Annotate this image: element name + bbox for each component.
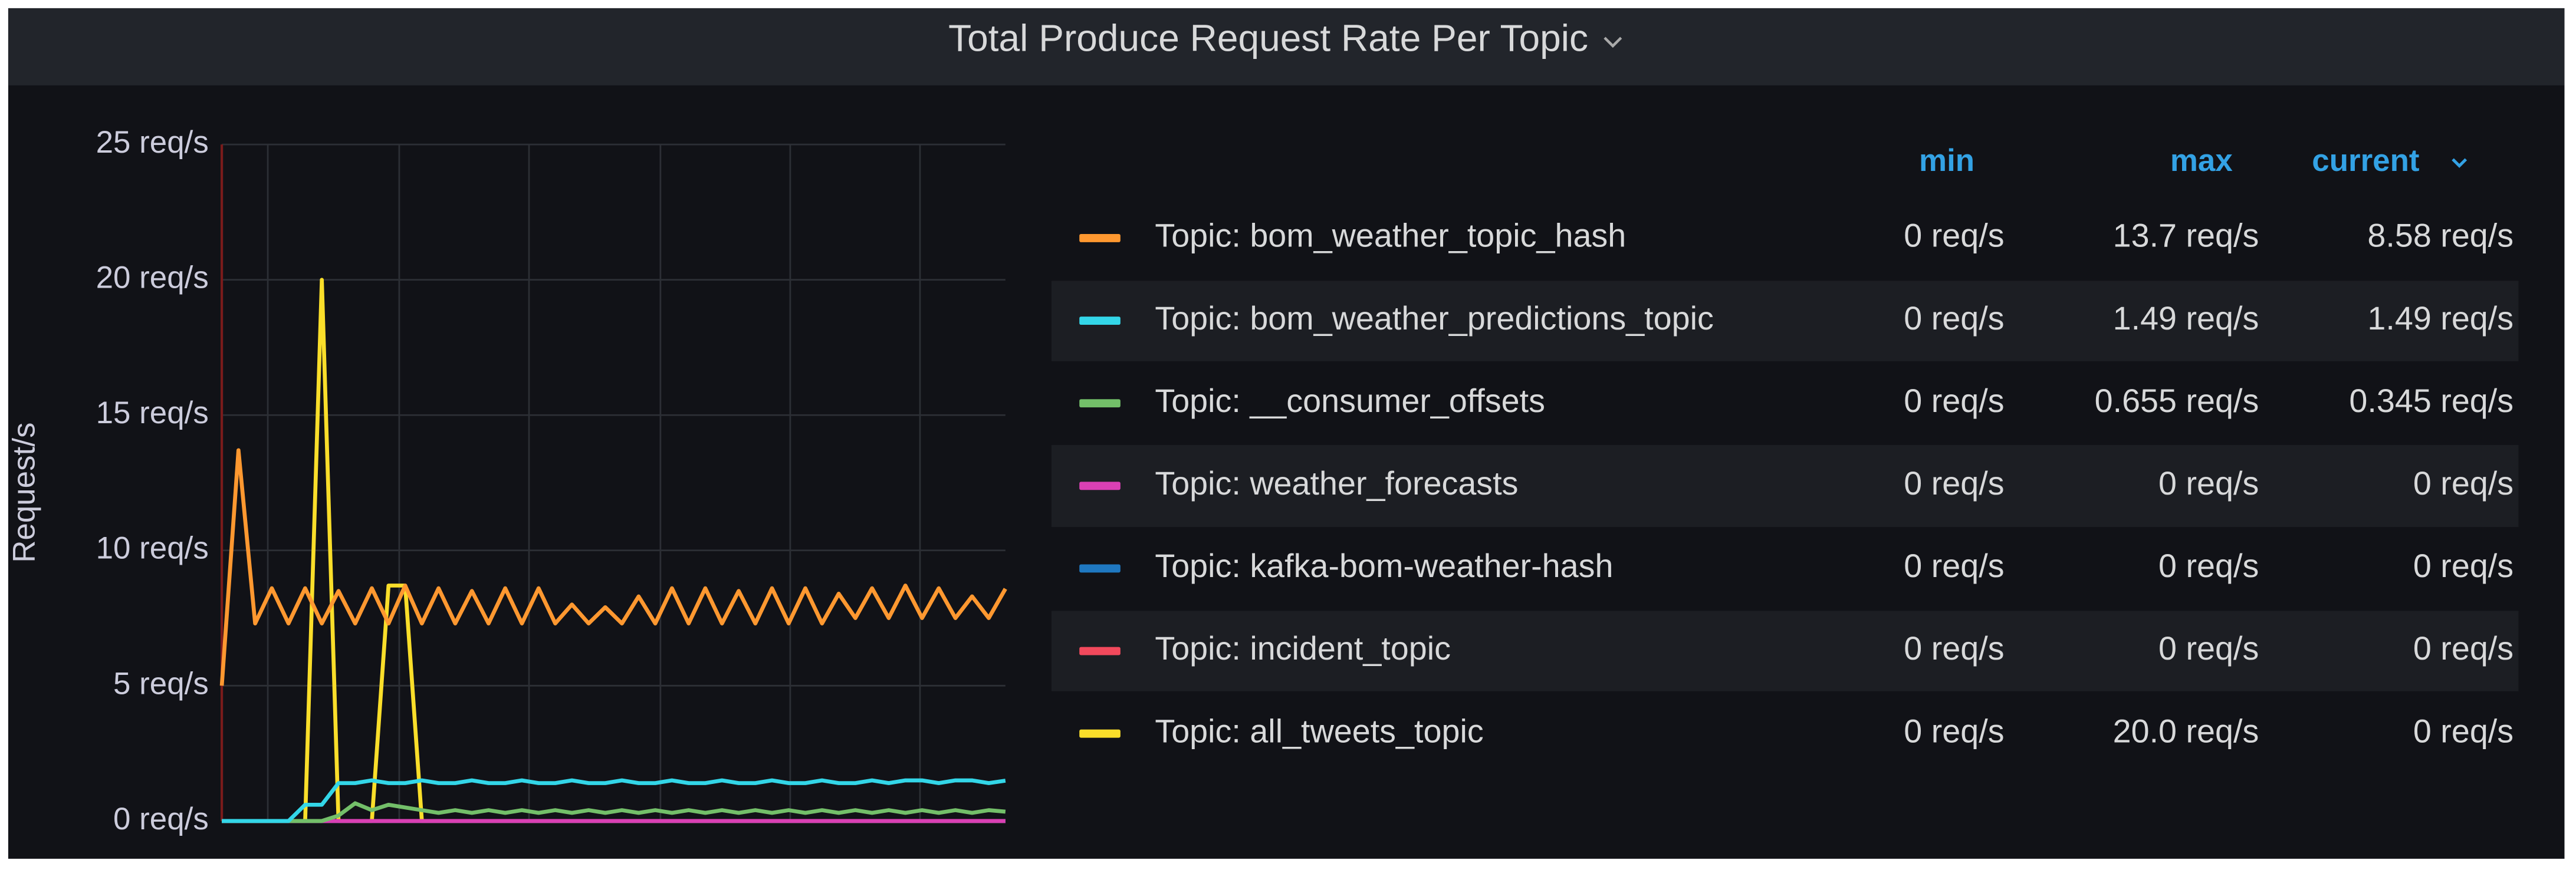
legend-row-band bbox=[1051, 281, 2519, 361]
legend-stat: 0 req/s bbox=[1904, 300, 2004, 337]
legend-stat: 0 req/s bbox=[2158, 548, 2259, 584]
legend-series-name[interactable]: Topic: bom_weather_predictions_topic bbox=[1155, 300, 1713, 337]
legend-series-name[interactable]: Topic: bom_weather_topic_hash bbox=[1155, 218, 1626, 254]
legend-stat: 0 req/s bbox=[2158, 630, 2259, 667]
y-tick-label: 15 req/s bbox=[96, 396, 209, 430]
legend-swatch[interactable] bbox=[1079, 647, 1121, 655]
legend-swatch[interactable] bbox=[1079, 317, 1121, 325]
legend-swatch[interactable] bbox=[1079, 399, 1121, 408]
legend-series-name[interactable]: Topic: all_tweets_topic bbox=[1155, 713, 1483, 749]
legend-stat: 0 req/s bbox=[2413, 713, 2513, 749]
legend-stat: 1.49 req/s bbox=[2367, 300, 2513, 337]
series-line bbox=[222, 801, 1006, 823]
legend-stat: 0.345 req/s bbox=[2349, 383, 2513, 419]
legend-stat: 0 req/s bbox=[1904, 630, 2004, 667]
panel-background bbox=[8, 8, 2565, 859]
legend-stat: 1.49 req/s bbox=[2113, 300, 2259, 337]
y-tick-label: 0 req/s bbox=[113, 802, 209, 836]
legend-column-header[interactable]: max bbox=[2170, 143, 2233, 178]
legend-row-band bbox=[1051, 611, 2519, 691]
legend-stat: 0 req/s bbox=[1904, 548, 2004, 584]
y-axis-label: Request/s bbox=[7, 423, 42, 563]
legend-stat: 8.58 req/s bbox=[2367, 218, 2513, 254]
legend-swatch[interactable] bbox=[1079, 482, 1121, 490]
legend-stat: 0 req/s bbox=[1904, 713, 2004, 749]
legend-stat: 13.7 req/s bbox=[2113, 218, 2259, 254]
panel-title[interactable]: Total Produce Request Rate Per Topic bbox=[948, 17, 1588, 60]
legend-stat: 0 req/s bbox=[2413, 548, 2513, 584]
y-tick-label: 25 req/s bbox=[96, 125, 209, 160]
series-line bbox=[222, 778, 1006, 823]
title-menu-icon[interactable] bbox=[1604, 37, 1622, 48]
legend-row-band bbox=[1051, 444, 2519, 528]
plot bbox=[219, 278, 1007, 823]
panel-header bbox=[8, 8, 2565, 85]
legend-series-name[interactable]: Topic: incident_topic bbox=[1155, 630, 1451, 667]
legend-series-name[interactable]: Topic: __consumer_offsets bbox=[1155, 383, 1545, 419]
legend-series-name[interactable]: Topic: weather_forecasts bbox=[1155, 465, 1518, 502]
legend-stat: 0 req/s bbox=[1904, 465, 2004, 502]
legend-column-header[interactable]: current bbox=[2312, 143, 2419, 178]
legend-stat: 0.655 req/s bbox=[2095, 383, 2259, 419]
legend-column-header[interactable]: min bbox=[1919, 143, 1974, 178]
legend-stat: 0 req/s bbox=[2413, 630, 2513, 667]
series-line bbox=[219, 448, 1007, 686]
y-tick-label: 20 req/s bbox=[96, 261, 209, 295]
legend-stat: 0 req/s bbox=[2158, 465, 2259, 502]
y-tick-label: 5 req/s bbox=[113, 666, 209, 701]
legend-series-name[interactable]: Topic: kafka-bom-weather-hash bbox=[1155, 548, 1613, 584]
sort-icon[interactable] bbox=[2452, 158, 2467, 168]
legend-stat: 0 req/s bbox=[2413, 465, 2513, 502]
legend-stat: 0 req/s bbox=[1904, 218, 2004, 254]
legend-swatch[interactable] bbox=[1079, 233, 1121, 242]
legend-swatch[interactable] bbox=[1079, 729, 1121, 738]
legend-swatch[interactable] bbox=[1079, 564, 1121, 573]
legend-stat: 20.0 req/s bbox=[2113, 713, 2259, 749]
y-tick-label: 10 req/s bbox=[96, 531, 209, 566]
legend-stat: 0 req/s bbox=[1904, 383, 2004, 419]
